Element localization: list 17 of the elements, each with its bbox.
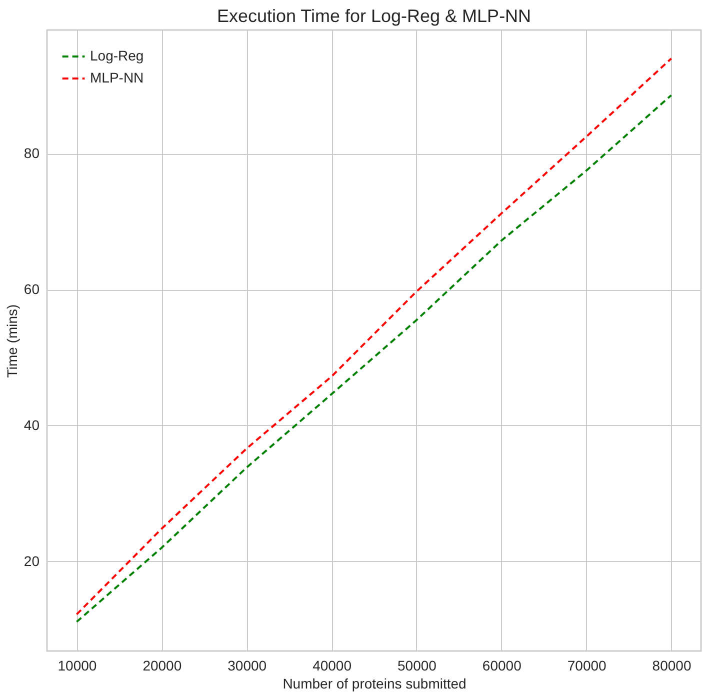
y-axis-title: Time (mins) [4, 304, 20, 378]
x-tick-label: 50000 [398, 658, 437, 674]
x-tick-label: 70000 [567, 658, 607, 674]
x-tick-label: 80000 [652, 658, 692, 674]
x-tick-label: 40000 [312, 658, 352, 674]
y-tick-label: 80 [24, 145, 40, 162]
x-axis-title: Number of proteins submitted [282, 676, 466, 692]
y-tick-label: 60 [24, 281, 40, 298]
legend-label: Log-Reg [90, 48, 144, 64]
x-tick-label: 60000 [482, 658, 522, 674]
y-tick-label: 20 [24, 552, 40, 569]
legend-label: MLP-NN [90, 70, 144, 86]
y-tick-label: 40 [24, 416, 40, 433]
x-tick-label: 20000 [142, 658, 182, 674]
x-tick-label: 10000 [58, 658, 97, 674]
x-tick-label: 30000 [228, 658, 267, 674]
chart-title: Execution Time for Log-Reg & MLP-NN [216, 6, 532, 26]
